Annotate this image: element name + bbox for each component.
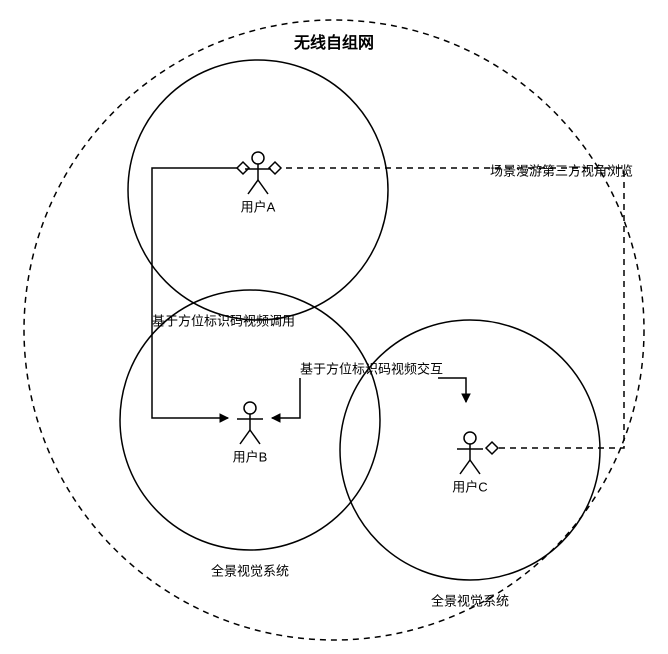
diagram-title: 无线自组网 <box>293 33 374 52</box>
system-label: 全景视觉系统 <box>431 593 509 608</box>
edge-diamond-marker <box>237 162 249 174</box>
edge-arrow-marker <box>462 394 470 402</box>
actor-label: 用户A <box>241 199 276 214</box>
actor <box>245 152 271 194</box>
edge-label: 场景漫游第三方视角浏览 <box>490 163 633 178</box>
edge-path <box>438 378 466 402</box>
edge-arrow-marker <box>220 414 228 422</box>
edge-label: 基于方位标识码视频调用 <box>152 313 295 328</box>
edge-arrow-marker <box>272 414 280 422</box>
edge-path <box>275 168 624 448</box>
edge-diamond-marker <box>486 442 498 454</box>
vision-system-circle <box>128 60 388 320</box>
edge-diamond-marker <box>269 162 281 174</box>
edge-label: 基于方位标识码视频交互 <box>300 361 443 376</box>
edge-path <box>152 168 243 418</box>
actor <box>237 402 263 444</box>
edge-path <box>272 378 300 418</box>
outer-network-circle <box>24 20 644 640</box>
actor <box>457 432 483 474</box>
actor-label: 用户B <box>233 449 268 464</box>
system-label: 全景视觉系统 <box>211 563 289 578</box>
actor-label: 用户C <box>452 479 487 494</box>
